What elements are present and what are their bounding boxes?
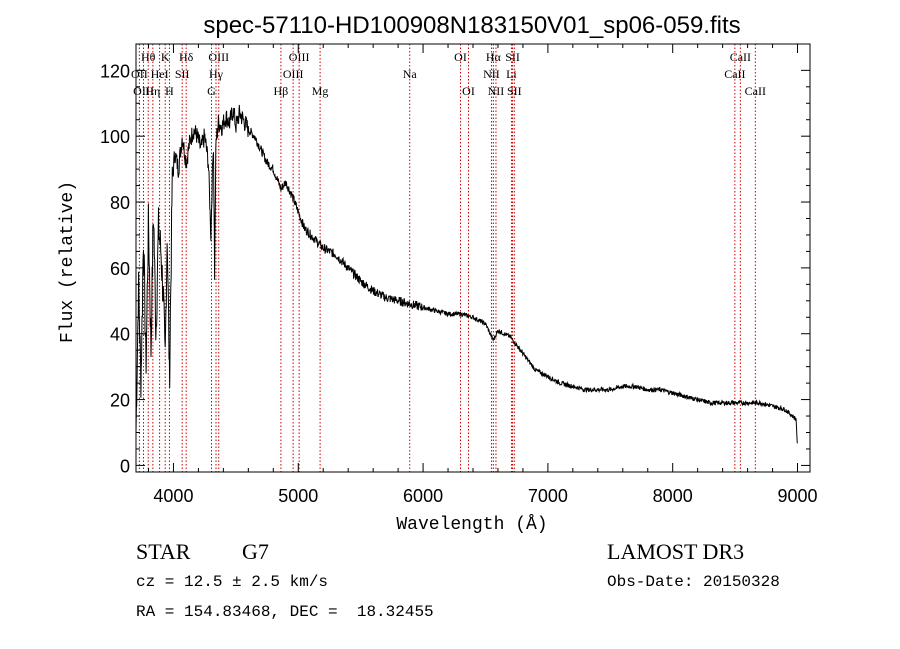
x-tick-label: 9000 bbox=[777, 486, 817, 506]
marker-label: Hη bbox=[145, 84, 160, 98]
x-tick-label: 4000 bbox=[153, 486, 193, 506]
y-axis-ticks: 0 20 40 60 80 100 120 bbox=[100, 61, 810, 476]
redshift-velocity: cz = 12.5 ± 2.5 km/s bbox=[136, 573, 328, 591]
y-tick-label: 80 bbox=[110, 193, 130, 213]
marker-label: Hγ bbox=[209, 67, 224, 81]
spectrum-chart: spec-57110-HD100908N183150V01_sp06-059.f… bbox=[0, 0, 900, 649]
marker-label: Hβ bbox=[274, 84, 289, 98]
marker-label: Mg bbox=[312, 84, 329, 98]
chart-title: spec-57110-HD100908N183150V01_sp06-059.f… bbox=[203, 12, 740, 39]
marker-label: Na bbox=[403, 67, 418, 81]
marker-label: OIII bbox=[289, 50, 310, 64]
plot-frame bbox=[136, 44, 810, 472]
y-tick-label: 60 bbox=[110, 259, 130, 279]
marker-label: SII bbox=[507, 84, 522, 98]
marker-label: OII bbox=[131, 67, 148, 81]
survey-name: LAMOST DR3 bbox=[607, 539, 744, 565]
y-tick-label: 40 bbox=[110, 325, 130, 345]
marker-label: K bbox=[161, 50, 170, 64]
marker-label: OI bbox=[462, 84, 475, 98]
marker-label: CaII bbox=[745, 84, 766, 98]
y-axis-label: Flux (relative) bbox=[58, 181, 78, 343]
marker-label: OIII bbox=[283, 67, 304, 81]
x-axis-ticks: 4000 5000 6000 7000 8000 9000 bbox=[148, 44, 817, 506]
marker-label: CaII bbox=[730, 50, 751, 64]
y-tick-label: 120 bbox=[100, 61, 130, 81]
marker-label: HeI bbox=[151, 67, 169, 81]
marker-label: OI bbox=[454, 50, 467, 64]
marker-label: Hδ bbox=[179, 50, 194, 64]
x-tick-label: 7000 bbox=[528, 486, 568, 506]
x-tick-label: 8000 bbox=[653, 486, 693, 506]
marker-label: CaII bbox=[724, 67, 745, 81]
spectrum-series-line bbox=[136, 105, 797, 444]
object-class: STAR bbox=[136, 539, 190, 565]
y-tick-label: 20 bbox=[110, 391, 130, 411]
observation-date: Obs-Date: 20150328 bbox=[607, 573, 780, 591]
sky-coordinates: RA = 154.83468, DEC = 18.32455 bbox=[136, 603, 434, 621]
marker-label: H bbox=[165, 84, 174, 98]
marker-label: Hθ bbox=[141, 50, 156, 64]
marker-label: OIII bbox=[208, 50, 229, 64]
marker-label: Hα bbox=[486, 50, 502, 64]
marker-label: SII bbox=[175, 67, 190, 81]
marker-label: SII bbox=[505, 50, 520, 64]
x-tick-label: 5000 bbox=[278, 486, 318, 506]
marker-label: NII bbox=[483, 67, 500, 81]
marker-label: NII bbox=[488, 84, 505, 98]
object-subclass: G7 bbox=[242, 539, 269, 565]
x-tick-label: 6000 bbox=[403, 486, 443, 506]
x-axis-label: Wavelength (Å) bbox=[396, 514, 547, 535]
y-tick-label: 0 bbox=[120, 456, 130, 476]
marker-label: G bbox=[207, 84, 216, 98]
y-tick-label: 100 bbox=[100, 127, 130, 147]
marker-label: Li bbox=[506, 67, 517, 81]
